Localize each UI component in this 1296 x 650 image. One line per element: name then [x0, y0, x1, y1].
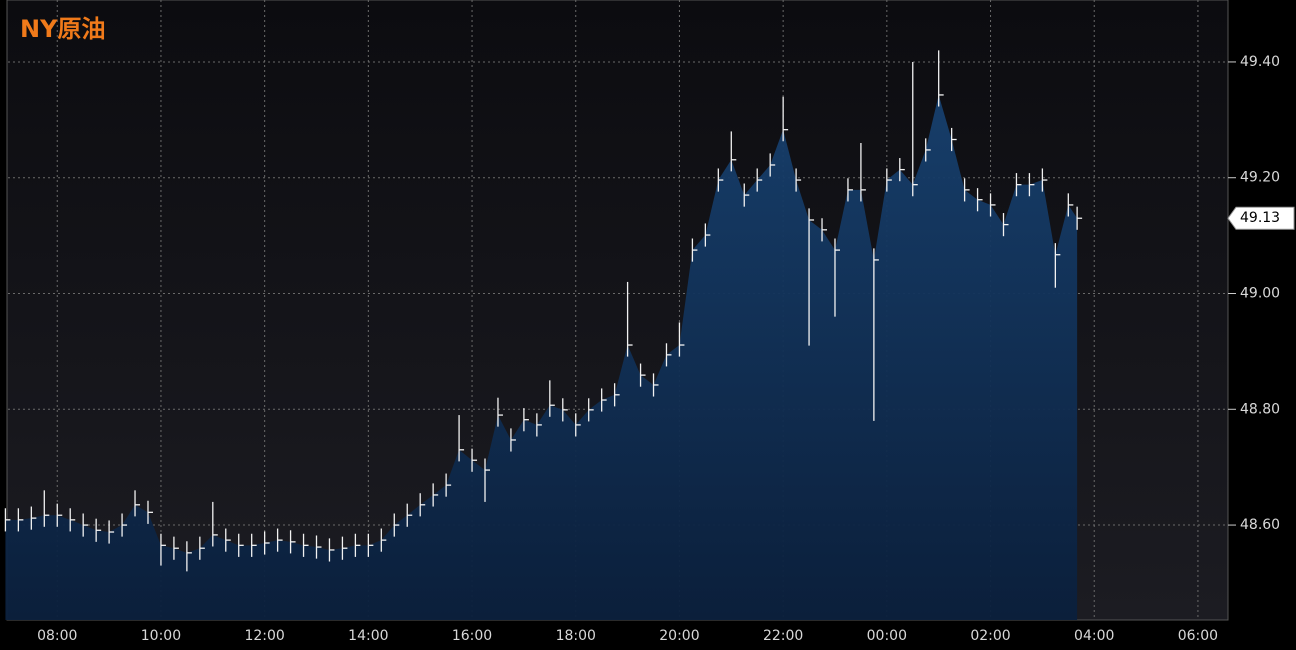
last-price-box — [1227, 206, 1295, 230]
plot-layer — [4, 0, 1228, 620]
chart-title: NY原油 — [20, 15, 105, 43]
x-tick-label: 10:00 — [141, 628, 181, 644]
x-tick-label: 22:00 — [763, 628, 803, 644]
x-tick-label: 18:00 — [556, 628, 596, 644]
x-tick-label: 16:00 — [452, 628, 492, 644]
x-tick-label: 04:00 — [1074, 628, 1114, 644]
x-tick-label: 02:00 — [970, 628, 1010, 644]
y-tick-label: 48.60 — [1240, 517, 1280, 533]
x-tick-label: 08:00 — [37, 628, 77, 644]
x-tick-label: 00:00 — [867, 628, 907, 644]
x-tick-label: 20:00 — [659, 628, 699, 644]
y-tick-label: 49.20 — [1240, 170, 1280, 186]
x-tick-label: 12:00 — [244, 628, 284, 644]
y-tick-label: 48.80 — [1240, 401, 1280, 417]
y-tick-label: 49.40 — [1240, 54, 1280, 70]
y-tick-label: 49.00 — [1240, 286, 1280, 302]
x-tick-label: 06:00 — [1178, 628, 1218, 644]
last-price-label: 49.13 — [1240, 210, 1280, 226]
x-tick-label: 14:00 — [348, 628, 388, 644]
